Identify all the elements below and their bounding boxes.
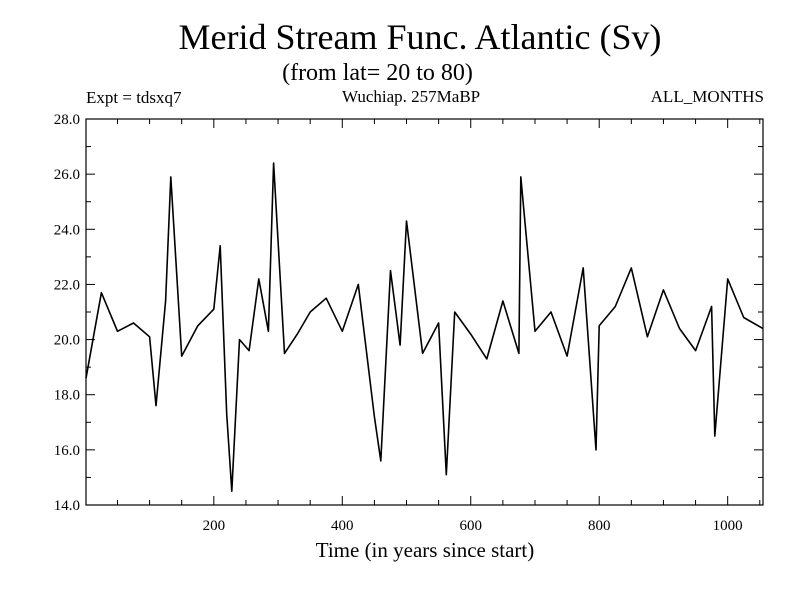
chart-subtitle: (from lat= 20 to 80) <box>282 60 473 86</box>
x-axis-title: Time (in years since start) <box>315 538 535 562</box>
y-tick-label: 20.0 <box>54 333 80 349</box>
plot-frame <box>85 118 764 506</box>
y-tick-label: 16.0 <box>54 443 80 459</box>
x-tick-label: 600 <box>459 518 482 534</box>
y-tick-label: 28.0 <box>54 112 80 128</box>
y-tick-label: 24.0 <box>54 222 80 238</box>
x-tick-label: 200 <box>203 518 226 534</box>
chart-title: Merid Stream Func. Atlantic (Sv) <box>178 17 662 57</box>
series-line <box>85 162 764 492</box>
experiment-label: Expt = tdsxq7 <box>86 88 182 107</box>
y-tick-label: 14.0 <box>54 498 80 514</box>
y-axis: 14.0 16.0 18.0 20.0 22.0 24.0 26.0 28.0 <box>54 112 763 514</box>
x-tick-label: 400 <box>331 518 354 534</box>
x-axis: 200 400 600 800 1000 <box>116 119 761 534</box>
x-tick-label: 1000 <box>713 518 743 534</box>
y-tick-label: 18.0 <box>54 388 80 404</box>
x-tick-label: 800 <box>588 518 611 534</box>
months-label: ALL_MONTHS <box>650 87 764 106</box>
y-tick-label: 26.0 <box>54 167 80 183</box>
y-tick-label: 22.0 <box>54 277 80 293</box>
period-label: Wuchiap. 257MaBP <box>342 87 481 106</box>
